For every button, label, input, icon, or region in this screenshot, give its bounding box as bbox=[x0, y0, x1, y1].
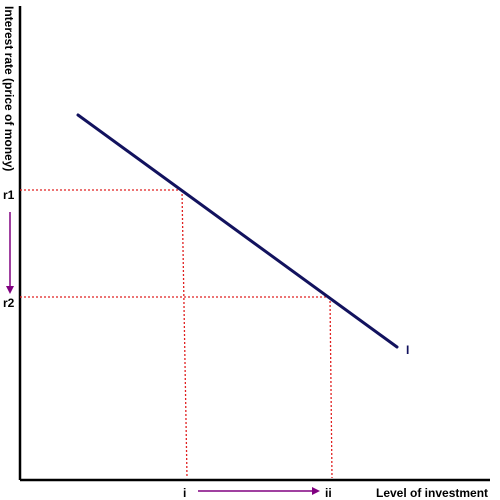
y-axis-label: Interest rate (price of money) bbox=[2, 6, 16, 171]
guide-lines bbox=[20, 189, 333, 479]
rate-label-r1: r1 bbox=[3, 188, 15, 202]
curve-label: I bbox=[406, 343, 409, 357]
x-axis-label: Level of investment bbox=[376, 486, 488, 500]
investment-demand-curve bbox=[76, 113, 399, 349]
guide-i-vertical bbox=[181, 189, 188, 479]
rate-label-r2: r2 bbox=[3, 296, 15, 310]
guide-ii-vertical bbox=[329, 296, 333, 479]
investment-label-ii: ii bbox=[325, 486, 332, 500]
investment-label-i: i bbox=[183, 486, 186, 500]
